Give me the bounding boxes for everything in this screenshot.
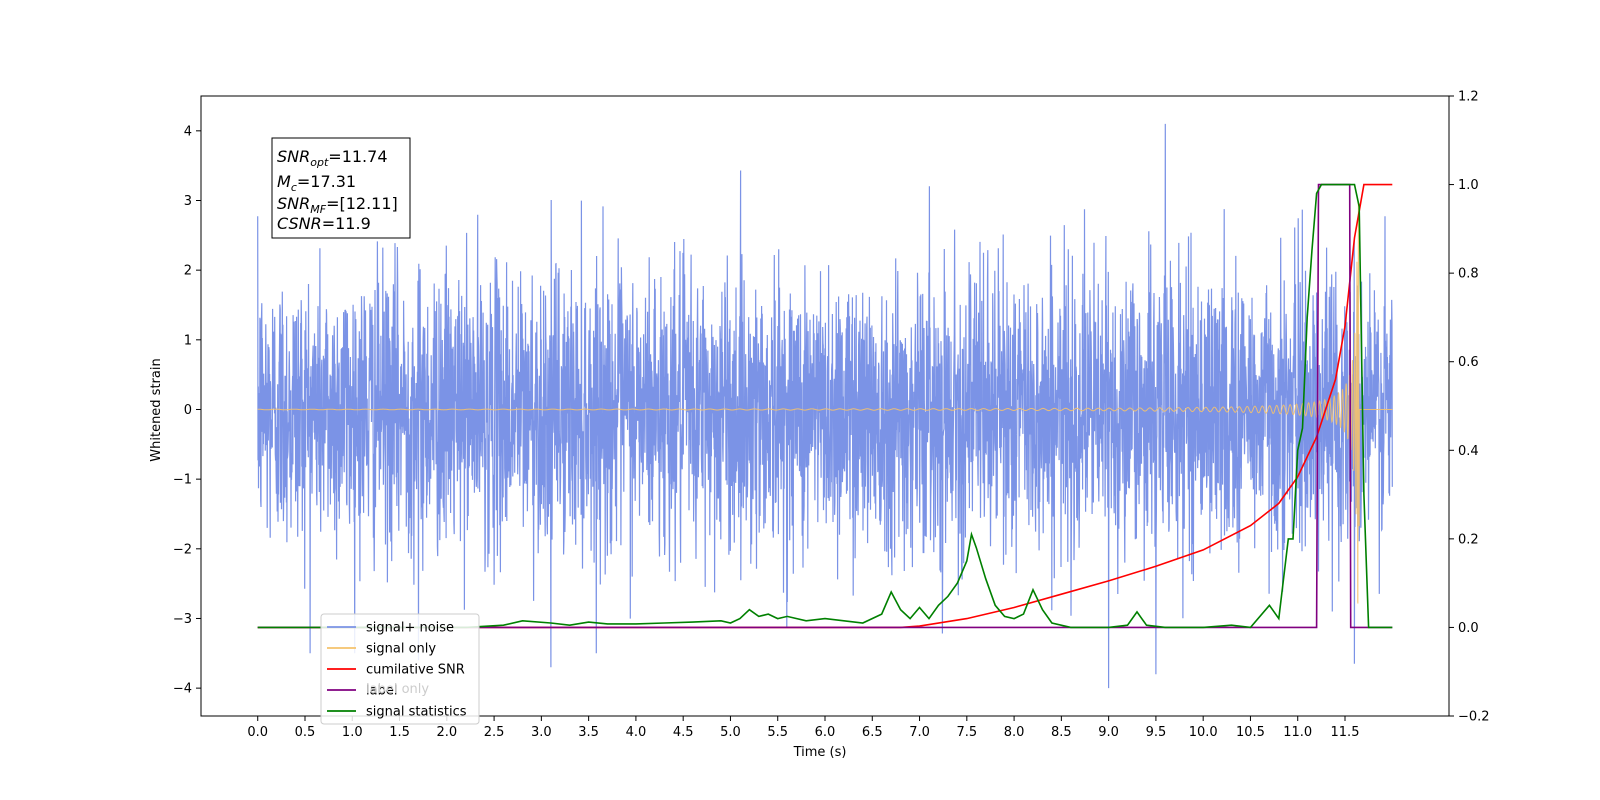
y-right-tick-label: 0.0: [1458, 621, 1479, 636]
y-left-tick-label: −3: [173, 612, 192, 627]
x-tick-label: 0.0: [247, 725, 268, 740]
x-tick-label: 0.5: [295, 725, 316, 740]
x-tick-label: 6.0: [815, 725, 836, 740]
annotation-mc: Mc=17.31: [277, 172, 356, 194]
x-tick-label: 8.0: [1004, 725, 1025, 740]
y-right-tick-label: 0.6: [1458, 355, 1479, 370]
annotation-snr-opt-value: =11.74: [328, 147, 387, 166]
x-tick-label: 11.5: [1331, 725, 1360, 740]
y-right-tick-label: 0.4: [1458, 444, 1479, 459]
y-right-tick-label: 0.2: [1458, 532, 1479, 547]
x-tick-label: 1.5: [389, 725, 410, 740]
series-signal-noise: [257, 123, 1393, 689]
x-tick-label: 4.5: [673, 725, 694, 740]
series-signal-only: [257, 201, 1393, 604]
legend-label: cumilative SNR: [366, 663, 465, 678]
x-tick-label: 9.5: [1146, 725, 1167, 740]
y-right-tick-label: 1.0: [1458, 178, 1479, 193]
legend-label: signal statistics: [366, 705, 467, 720]
x-tick-label: 7.0: [909, 725, 930, 740]
annotation-mc-value: =17.31: [297, 172, 356, 191]
x-tick-label: 4.0: [626, 725, 647, 740]
x-axis-label: Time (s): [793, 745, 847, 760]
y-left-tick-label: 3: [184, 194, 192, 209]
legend-label: signal only: [366, 642, 436, 657]
annotation-snr-opt: SNRopt=11.74: [277, 147, 388, 169]
y-axis-right-ticks: 1.2 1.0 0.8 0.6 0.4 0.2 0.0 −0.2: [1449, 90, 1490, 725]
x-tick-label: 10.5: [1236, 725, 1265, 740]
y-left-tick-label: 4: [184, 124, 192, 139]
x-tick-label: 8.5: [1051, 725, 1072, 740]
y-left-tick-label: 0: [184, 403, 192, 418]
annotation-snr-mf-value: =[12.11]: [326, 194, 398, 213]
legend-occluded-text: label only: [366, 682, 429, 697]
series-cumilative-snr: [257, 183, 1393, 629]
legend-label: label: [366, 684, 397, 699]
y-axis-label: Whitened strain: [149, 358, 164, 461]
x-tick-label: 3.0: [531, 725, 552, 740]
x-tick-label: 10.0: [1189, 725, 1218, 740]
x-tick-label: 3.5: [578, 725, 599, 740]
x-tick-label: 9.0: [1098, 725, 1119, 740]
annotation-csnr-value: =11.9: [322, 214, 371, 233]
x-axis-ticks: 0.0 0.5 1.0 1.5 2.0 2.5 3.0 3.5 4.0 4.5 5.0 5.5 6.0 6…: [247, 716, 1359, 740]
y-left-tick-label: 2: [184, 264, 192, 279]
legend-label: signal+ noise: [366, 621, 454, 636]
x-tick-label: 1.0: [342, 725, 363, 740]
x-tick-label: 5.0: [720, 725, 741, 740]
y-left-tick-label: −4: [173, 682, 192, 697]
y-left-tick-label: 1: [184, 333, 192, 348]
x-tick-label: 2.0: [436, 725, 457, 740]
y-right-tick-label: 0.8: [1458, 267, 1479, 282]
x-tick-label: 6.5: [862, 725, 883, 740]
annotation-snr-mf: SNRMF=[12.11]: [277, 194, 398, 216]
y-left-tick-label: −1: [173, 473, 192, 488]
x-tick-label: 2.5: [484, 725, 505, 740]
y-axis-left-ticks: 4 3 2 1 0 −1 −2 −3 −4: [173, 124, 201, 697]
annotation-csnr: CSNR=11.9: [277, 214, 371, 233]
y-right-tick-label: −0.2: [1458, 710, 1490, 725]
legend: signal+ noise signal only cumilative SNR la…: [320, 613, 480, 725]
annotation-box: SNRopt=11.74 Mc=17.31 SNRMF=[12.11] CSNR…: [271, 137, 411, 239]
x-tick-label: 5.5: [767, 725, 788, 740]
x-tick-label: 11.0: [1283, 725, 1312, 740]
y-right-tick-label: 1.2: [1458, 90, 1479, 105]
y-left-tick-label: −2: [173, 542, 192, 557]
plot-area: [257, 123, 1393, 689]
x-tick-label: 7.5: [956, 725, 977, 740]
series-signal-statistics: [257, 183, 1393, 629]
